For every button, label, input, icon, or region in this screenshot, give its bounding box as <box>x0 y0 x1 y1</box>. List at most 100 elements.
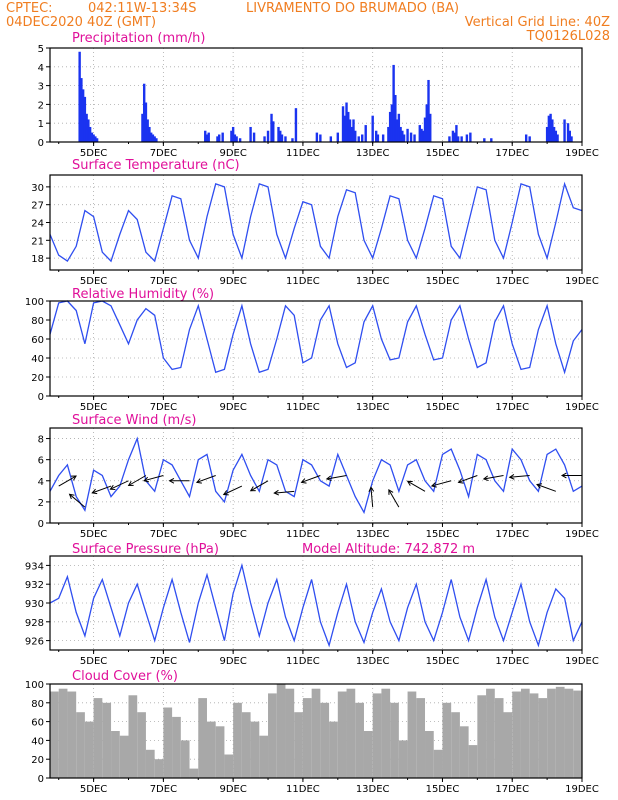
y-tick-label: 4 <box>38 477 44 488</box>
cloud-bar <box>459 726 469 778</box>
precip-bar <box>205 134 209 142</box>
precip-bar <box>81 89 85 142</box>
precip-bar <box>221 132 224 142</box>
cloud-bar <box>285 688 295 778</box>
precip-bar <box>418 125 421 142</box>
y-tick-label: 40 <box>31 736 44 747</box>
x-tick-label: 9DEC <box>219 148 246 159</box>
y-tick-label: 0 <box>38 392 44 403</box>
cloud-bar <box>250 721 260 778</box>
precip-bar <box>423 117 427 142</box>
precip-bar <box>469 132 472 142</box>
precip-bar <box>374 130 378 142</box>
precip-bar <box>85 113 88 142</box>
x-tick-label: 7DEC <box>150 656 177 667</box>
x-tick-label: 15DEC <box>426 402 460 413</box>
panel-title: Relative Humidity (%) <box>72 287 214 302</box>
panel-frame <box>49 47 583 143</box>
x-tick-label: 9DEC <box>219 656 246 667</box>
y-tick-label: 60 <box>31 718 44 729</box>
precip-bar <box>341 106 345 142</box>
panel-title: Surface Temperature (nC) <box>72 158 240 173</box>
wind-vector-head <box>457 478 464 484</box>
cloud-bar <box>329 721 338 778</box>
precip-bar <box>429 113 432 142</box>
precip-bar <box>406 128 409 142</box>
cloud-bar <box>363 731 373 778</box>
precip-bar <box>420 128 423 142</box>
cloud-bar <box>425 731 434 778</box>
precip-bar <box>352 119 355 142</box>
y-tick-label: 2 <box>38 498 44 509</box>
wind-vector-head <box>249 486 256 492</box>
cloud-bar <box>276 684 286 778</box>
y-tick-label: 930 <box>25 599 44 610</box>
cloud-bar <box>529 693 539 778</box>
y-tick-label: 20 <box>31 755 44 766</box>
precip-bar <box>401 130 404 142</box>
precip-bar <box>545 126 549 142</box>
panel-precip: Precipitation (mm/h) 0 1 2 3 4 5 5DEC 7DEC 9DEC 11… <box>38 31 599 159</box>
y-tick-label: 30 <box>31 183 44 194</box>
wind-vector <box>326 475 347 480</box>
panel-frame <box>49 300 583 397</box>
precip-bar <box>141 113 144 142</box>
x-tick-label: 17DEC <box>495 148 529 159</box>
cloud-bar <box>154 759 164 778</box>
x-tick-label: 13DEC <box>356 402 390 413</box>
cloud-bar <box>468 745 478 778</box>
panel-title: Precipitation (mm/h) <box>72 31 205 46</box>
precip-bar <box>357 136 360 142</box>
x-tick-label: 11DEC <box>286 784 320 795</box>
x-tick-label: 5DEC <box>80 656 107 667</box>
y-tick-label: 5 <box>38 44 44 55</box>
y-tick-label: 100 <box>25 297 44 308</box>
cloud-bar <box>58 688 68 778</box>
precip-bar <box>392 64 395 142</box>
y-tick-label: 4 <box>38 63 44 74</box>
wind-vector-head <box>109 484 116 491</box>
temp-line <box>49 181 583 263</box>
precip-bar <box>566 123 570 142</box>
precip-bar <box>151 134 155 142</box>
y-tick-label: 0 <box>38 519 44 530</box>
x-tick-label: 5DEC <box>80 784 107 795</box>
cloud-bar <box>416 698 426 778</box>
precip-bar <box>216 136 219 142</box>
precip-bar <box>90 132 94 142</box>
y-tick-label: 934 <box>25 561 44 572</box>
rh-line <box>49 300 583 375</box>
cloud-bar <box>137 712 146 778</box>
x-tick-label: 17DEC <box>495 402 529 413</box>
cloud-bar <box>346 688 356 778</box>
precip-bar <box>88 126 92 142</box>
cloud-bar <box>268 693 277 778</box>
cloud-bar <box>76 712 85 778</box>
precip-bar <box>345 102 348 142</box>
y-tick-label: 8 <box>38 435 44 446</box>
x-tick-label: 13DEC <box>356 148 390 159</box>
cloud-bar <box>494 698 504 778</box>
precip-bar <box>570 136 573 142</box>
header-location: LIVRAMENTO DO BRUMADO (BA) <box>246 1 460 16</box>
cloud-bar <box>180 740 190 778</box>
wind-vector-head <box>388 488 394 495</box>
precip-bar <box>425 104 428 142</box>
panel-cloud: Cloud Cover (%) 0 20 40 60 80 100 5DEC 7DEC 9DEC 1… <box>25 669 599 795</box>
panel-annotation: Model Altitude: 742.872 m <box>302 542 475 557</box>
precip-bar <box>336 132 340 142</box>
x-tick-label: 19DEC <box>565 276 599 287</box>
y-tick-label: 928 <box>25 618 44 629</box>
panel-rh: Relative Humidity (%) 0 20 40 60 80 100 5DEC 7DE… <box>25 287 599 413</box>
precip-bar <box>277 126 280 142</box>
x-tick-label: 15DEC <box>426 529 460 540</box>
precip-bar <box>451 130 455 142</box>
cloud-bar <box>215 726 225 778</box>
wind-vector <box>458 475 478 483</box>
precip-bar <box>554 130 558 142</box>
x-tick-label: 5DEC <box>80 276 107 287</box>
precip-bar <box>448 136 451 142</box>
y-tick-label: 27 <box>31 201 44 212</box>
panel-frame <box>49 427 583 524</box>
